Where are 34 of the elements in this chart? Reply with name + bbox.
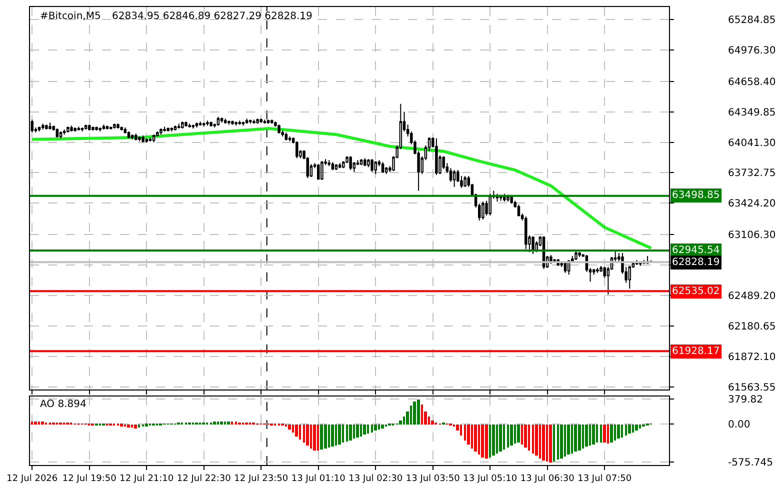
x-tick-label: 12 Jul 2026 bbox=[6, 474, 58, 484]
x-tick-label: 13 Jul 03:50 bbox=[406, 474, 460, 484]
ref-line-label: 62535.02 bbox=[672, 286, 720, 297]
y-tick-label: 379.82 bbox=[728, 394, 763, 406]
y-tick-label: 63424.20 bbox=[728, 198, 776, 210]
x-tick-label: 13 Jul 02:30 bbox=[348, 474, 403, 484]
x-tick-label: 12 Jul 22:30 bbox=[176, 474, 232, 484]
y-tick-label: 64976.30 bbox=[728, 45, 776, 56]
y-tick-label: 62180.65 bbox=[728, 322, 776, 333]
x-tick-label: 13 Jul 05:10 bbox=[463, 474, 518, 484]
x-tick-label: 12 Jul 21:10 bbox=[120, 474, 174, 484]
y-tick-label: 64349.85 bbox=[728, 107, 776, 118]
x-tick-label: 13 Jul 01:10 bbox=[291, 474, 346, 484]
ref-line-label: 62828.19 bbox=[672, 257, 720, 268]
chart-title: #Bitcoin,M5 bbox=[40, 11, 101, 22]
x-tick-label: 13 Jul 07:50 bbox=[578, 474, 632, 484]
y-tick-label: 64658.40 bbox=[728, 76, 776, 88]
chart-title: AO 8.894 bbox=[40, 399, 86, 410]
y-tick-label: 63106.30 bbox=[728, 230, 776, 242]
y-tick-label: 62489.20 bbox=[728, 291, 776, 302]
y-tick-label: 63732.75 bbox=[728, 168, 776, 180]
y-tick-label: 0.00 bbox=[728, 420, 750, 431]
y-tick-label: 64041.30 bbox=[728, 138, 776, 149]
x-tick-label: 13 Jul 06:30 bbox=[520, 474, 575, 484]
y-tick-label: 61563.55 bbox=[728, 382, 776, 394]
ref-line-label: 61928.17 bbox=[672, 346, 720, 357]
x-tick-label: 12 Jul 23:50 bbox=[234, 474, 288, 484]
ref-line-label: 63498.85 bbox=[672, 190, 720, 201]
ref-line-label: 62945.54 bbox=[672, 245, 720, 256]
x-tick-label: 12 Jul 19:50 bbox=[62, 474, 117, 484]
annotation: 62834.95 62846.89 62827.29 62828.19 bbox=[112, 11, 312, 22]
y-tick-label: -575.745 bbox=[728, 458, 773, 469]
y-tick-label: 61872.10 bbox=[728, 352, 776, 364]
y-tick-label: 65284.85 bbox=[728, 14, 776, 26]
